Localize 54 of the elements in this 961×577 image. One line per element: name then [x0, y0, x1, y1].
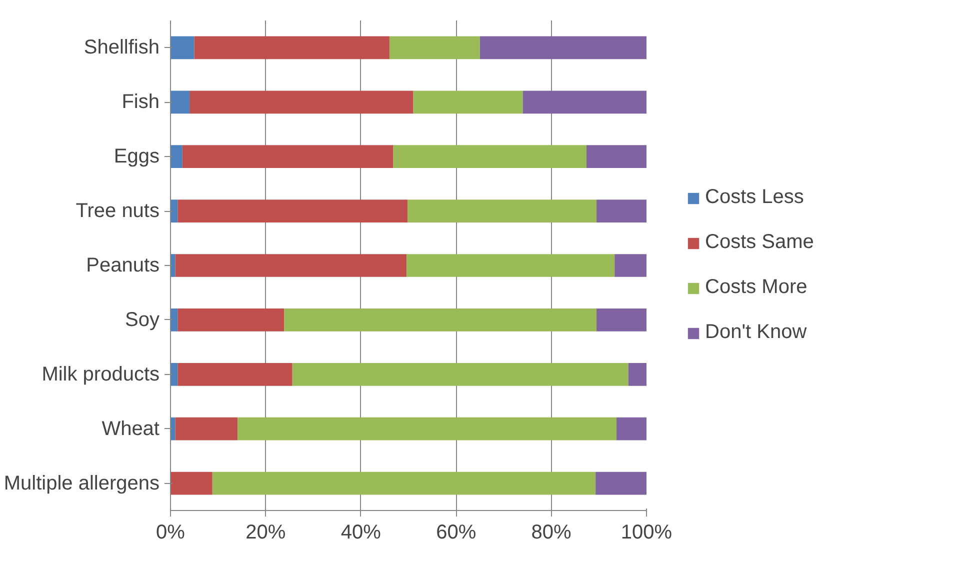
bar [175, 417, 238, 440]
y-tick-label: Shellfish [84, 36, 160, 59]
y-tick-label: Tree nuts [76, 200, 160, 222]
bar [182, 145, 394, 168]
bar [170, 90, 190, 114]
bar [480, 36, 646, 60]
bar [522, 90, 646, 114]
x-tick-label: 60% [436, 522, 476, 544]
bar [284, 308, 597, 332]
legend-label: Don't Know [705, 321, 807, 344]
legend-label: Costs Same [705, 231, 814, 254]
bar [616, 417, 646, 440]
bar [586, 145, 646, 168]
bar [596, 308, 646, 332]
bar [175, 254, 407, 277]
bar [170, 200, 178, 222]
bar [413, 90, 523, 114]
bar [238, 417, 617, 440]
x-tick-label: 100% [620, 522, 672, 544]
bar [393, 145, 587, 168]
bar [406, 254, 615, 277]
bar [389, 36, 480, 60]
bar [170, 254, 176, 277]
x-tick-label: 0% [156, 522, 186, 544]
bar [170, 417, 176, 440]
y-tick-label: Soy [125, 308, 160, 331]
bar [190, 90, 414, 114]
x-tick-label: 40% [340, 522, 382, 544]
bar [614, 254, 646, 277]
y-tick-label: Peanuts [86, 254, 160, 276]
bar [178, 308, 284, 332]
bar [628, 362, 646, 386]
bar [170, 308, 178, 332]
x-tick-label: 20% [246, 522, 286, 544]
bar [178, 200, 408, 222]
bar [596, 472, 646, 495]
x-tick-label: 80% [531, 522, 572, 544]
bar [596, 200, 646, 222]
bar [194, 36, 390, 60]
bar [170, 362, 178, 386]
bar [408, 200, 597, 222]
y-tick-label: Eggs [114, 146, 160, 168]
legend-label: Costs Less [705, 186, 804, 209]
y-tick-label: Multiple allergens [4, 472, 160, 494]
legend-label: Costs More [705, 276, 808, 299]
bar [170, 145, 182, 168]
bar [170, 36, 194, 60]
y-tick-label: Milk products [42, 363, 160, 386]
bar [170, 472, 212, 495]
bar [178, 362, 292, 386]
bar [212, 472, 596, 495]
y-tick-label: Fish [122, 91, 160, 114]
bar [292, 362, 628, 386]
y-tick-label: Wheat [102, 418, 160, 440]
